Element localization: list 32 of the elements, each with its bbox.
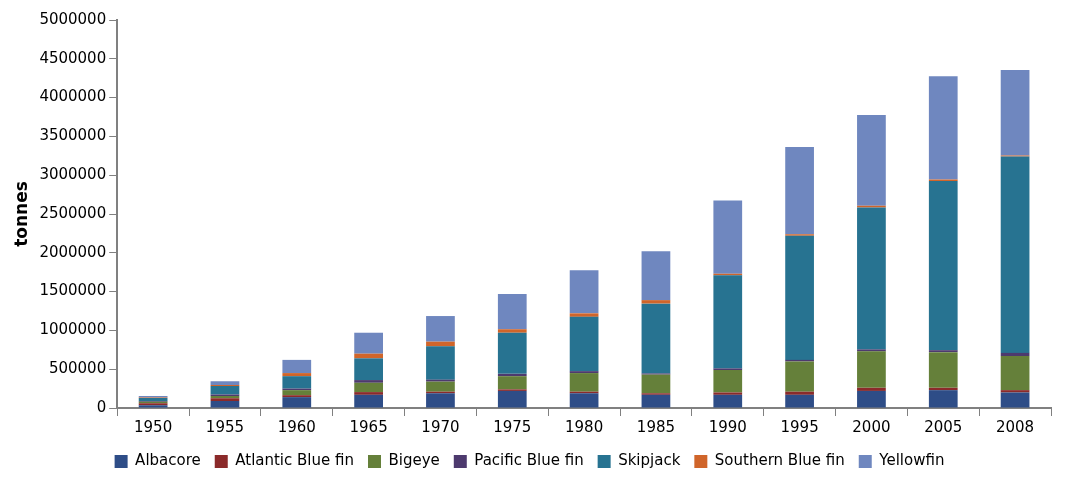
legend-label: Bigeye xyxy=(388,451,440,470)
legend-label: Southern Blue fin xyxy=(714,451,845,470)
x-tick-label: 1995 xyxy=(780,417,819,436)
y-tick-label: 2500000 xyxy=(39,203,107,222)
x-tick-label: 2008 xyxy=(995,417,1035,436)
y-tick-label: 3500000 xyxy=(39,126,107,145)
x-tick-label: 1985 xyxy=(636,417,676,436)
x-tick-label: 1990 xyxy=(708,417,747,436)
y-tick-label: 1500000 xyxy=(39,281,107,300)
y-tick-label: 0 xyxy=(96,397,107,416)
x-tick-label: 1980 xyxy=(565,417,604,436)
y-tick-label: 4000000 xyxy=(39,87,107,106)
y-axis-title: tonnes xyxy=(10,181,31,247)
x-tick-label: 1965 xyxy=(349,417,388,436)
y-tick-label: 4500000 xyxy=(39,48,107,67)
x-tick-label: 1960 xyxy=(277,417,316,436)
x-tick-label: 1975 xyxy=(493,417,532,436)
x-tick-label: 2005 xyxy=(924,417,963,436)
x-tick-label: 1970 xyxy=(421,417,460,436)
x-tick-label: 1950 xyxy=(134,417,173,436)
y-tick-label: 3000000 xyxy=(39,165,107,184)
x-tick-label: 1955 xyxy=(205,417,245,436)
legend-label: Atlantic Blue fin xyxy=(235,451,354,470)
x-tick-label: 2000 xyxy=(852,417,891,436)
y-tick-label: 5000000 xyxy=(39,9,107,28)
legend-label: Pacific Blue fin xyxy=(474,451,584,470)
y-tick-label: 500000 xyxy=(48,359,107,378)
legend-label: Albacore xyxy=(135,451,201,470)
legend-label: Skipjack xyxy=(618,451,681,470)
y-tick-label: 2000000 xyxy=(39,242,107,261)
legend-label: Yellowfin xyxy=(878,451,945,470)
y-tick-label: 1000000 xyxy=(39,320,107,339)
